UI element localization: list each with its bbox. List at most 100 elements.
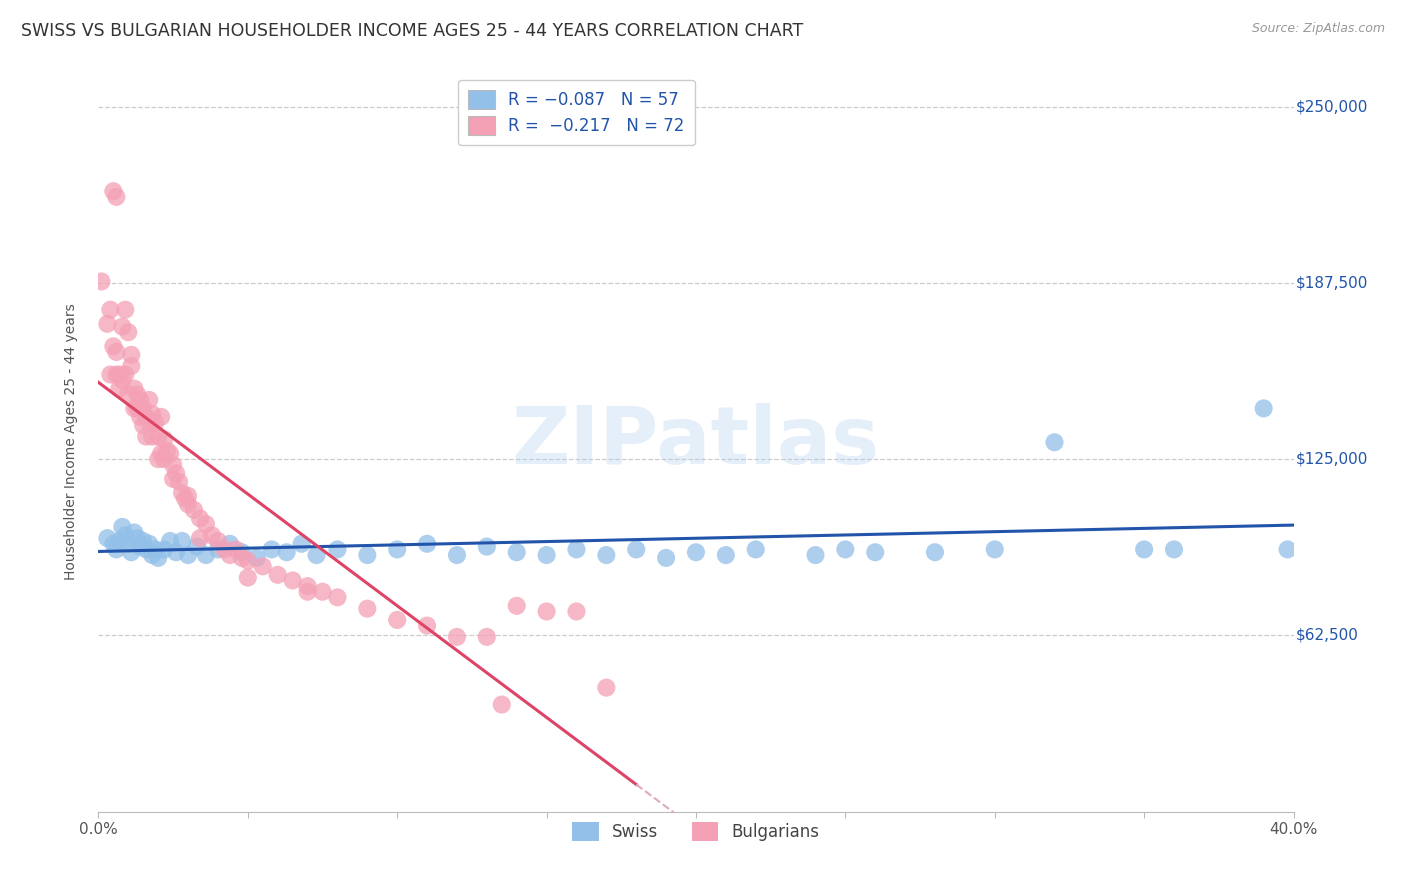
Point	[127, 531, 149, 545]
Point	[156, 443, 179, 458]
Point	[108, 368, 131, 382]
Point	[685, 545, 707, 559]
Point	[305, 548, 328, 562]
Point	[148, 452, 170, 467]
Point	[416, 537, 439, 551]
Text: ZIPatlas: ZIPatlas	[512, 402, 880, 481]
Point	[98, 368, 122, 382]
Point	[159, 533, 181, 548]
Point	[138, 537, 160, 551]
Point	[177, 548, 200, 562]
Point	[536, 548, 558, 562]
Point	[153, 542, 176, 557]
Point	[129, 392, 152, 407]
Point	[124, 382, 146, 396]
Point	[111, 520, 134, 534]
Point	[311, 584, 333, 599]
Point	[162, 472, 184, 486]
Point	[114, 528, 136, 542]
Point	[356, 601, 378, 615]
Point	[159, 446, 181, 460]
Point	[127, 387, 149, 401]
Point	[127, 401, 149, 416]
Point	[117, 387, 139, 401]
Point	[165, 467, 187, 481]
Point	[201, 528, 224, 542]
Point	[252, 559, 274, 574]
Point	[177, 489, 200, 503]
Point	[236, 554, 259, 568]
Point	[124, 525, 146, 540]
Point	[124, 401, 146, 416]
Point	[475, 540, 498, 554]
Point	[1253, 401, 1275, 416]
Point	[595, 548, 617, 562]
Legend: Swiss, Bulgarians: Swiss, Bulgarians	[565, 815, 827, 847]
Point	[1043, 435, 1066, 450]
Point	[188, 531, 211, 545]
Point	[834, 542, 856, 557]
Point	[172, 533, 194, 548]
Text: Source: ZipAtlas.com: Source: ZipAtlas.com	[1251, 22, 1385, 36]
Point	[138, 392, 160, 407]
Point	[267, 567, 290, 582]
Point	[117, 325, 139, 339]
Point	[153, 433, 176, 447]
Point	[143, 542, 166, 557]
Point	[219, 537, 242, 551]
Point	[1277, 542, 1299, 557]
Text: SWISS VS BULGARIAN HOUSEHOLDER INCOME AGES 25 - 44 YEARS CORRELATION CHART: SWISS VS BULGARIAN HOUSEHOLDER INCOME AG…	[21, 22, 803, 40]
Point	[225, 542, 247, 557]
Point	[231, 545, 253, 559]
Point	[120, 545, 142, 559]
Point	[90, 275, 112, 289]
Point	[446, 548, 468, 562]
Point	[141, 548, 163, 562]
Point	[1133, 542, 1156, 557]
Point	[103, 339, 125, 353]
Point	[655, 550, 678, 565]
Point	[281, 574, 304, 588]
Point	[148, 550, 170, 565]
Point	[186, 540, 208, 554]
Point	[120, 359, 142, 373]
Point	[714, 548, 737, 562]
Point	[135, 409, 157, 424]
Point	[183, 503, 205, 517]
Point	[745, 542, 768, 557]
Point	[138, 416, 160, 430]
Point	[475, 630, 498, 644]
Point	[565, 542, 588, 557]
Point	[153, 452, 176, 467]
Point	[162, 458, 184, 472]
Point	[141, 429, 163, 443]
Point	[111, 319, 134, 334]
Point	[129, 409, 152, 424]
Point	[132, 401, 155, 416]
Point	[506, 545, 529, 559]
Point	[291, 537, 314, 551]
Point	[207, 542, 229, 557]
Point	[195, 516, 218, 531]
Point	[165, 545, 187, 559]
Point	[326, 542, 349, 557]
Y-axis label: Householder Income Ages 25 - 44 years: Householder Income Ages 25 - 44 years	[63, 303, 77, 580]
Point	[129, 540, 152, 554]
Point	[143, 416, 166, 430]
Point	[96, 317, 118, 331]
Text: $62,500: $62,500	[1296, 628, 1358, 643]
Point	[114, 368, 136, 382]
Text: $250,000: $250,000	[1296, 99, 1368, 114]
Point	[446, 630, 468, 644]
Point	[565, 605, 588, 619]
Point	[188, 511, 211, 525]
Point	[135, 429, 157, 443]
Point	[626, 542, 648, 557]
Point	[1163, 542, 1185, 557]
Point	[385, 542, 409, 557]
Point	[105, 345, 128, 359]
Point	[135, 542, 157, 557]
Point	[141, 407, 163, 421]
Point	[506, 599, 529, 613]
Point	[132, 533, 155, 548]
